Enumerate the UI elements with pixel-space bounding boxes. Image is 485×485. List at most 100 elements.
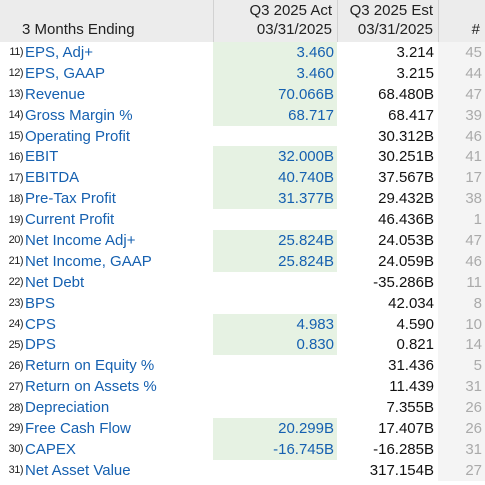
actual-value[interactable]: [213, 460, 337, 481]
estimate-count[interactable]: 31: [438, 438, 485, 460]
estimate-count[interactable]: 1: [438, 209, 485, 231]
row-label[interactable]: 12) EPS, GAAP: [0, 63, 213, 84]
table-row[interactable]: 19) Current Profit 46.436B 1: [0, 209, 485, 231]
estimate-value[interactable]: 3.215: [396, 64, 434, 82]
actual-value[interactable]: 3.460: [213, 42, 337, 63]
actual-value[interactable]: 68.717: [213, 104, 337, 126]
estimate-count[interactable]: 27: [438, 459, 485, 481]
estimate-value[interactable]: 30.251B: [378, 148, 434, 166]
row-label[interactable]: 29) Free Cash Flow: [0, 418, 213, 439]
estimate-count[interactable]: 47: [438, 230, 485, 251]
row-label[interactable]: 28) Depreciation: [0, 397, 213, 418]
row-label[interactable]: 26) Return on Equity %: [0, 355, 213, 376]
table-row[interactable]: 16) EBIT 32.000B 30.251B 41: [0, 146, 485, 168]
table-row[interactable]: 26) Return on Equity % 31.436 5: [0, 355, 485, 377]
row-label[interactable]: 19) Current Profit: [0, 209, 213, 230]
table-row[interactable]: 18) Pre-Tax Profit 31.377B 29.432B 38: [0, 188, 485, 210]
estimate-count[interactable]: 31: [438, 376, 485, 398]
actual-column-header[interactable]: Q3 2025 Act 03/31/2025: [213, 0, 337, 42]
estimate-value[interactable]: 17.407B: [378, 419, 434, 437]
estimate-value[interactable]: 31.436: [388, 357, 434, 375]
actual-value[interactable]: 40.740B: [213, 167, 337, 189]
estimate-count[interactable]: 46: [438, 125, 485, 147]
row-label[interactable]: 24) CPS: [0, 314, 213, 335]
table-row[interactable]: 24) CPS 4.983 4.590 10: [0, 313, 485, 335]
row-label[interactable]: 14) Gross Margin %: [0, 105, 213, 126]
actual-value[interactable]: 25.824B: [213, 230, 337, 251]
actual-value[interactable]: [213, 397, 337, 418]
table-row[interactable]: 20) Net Income Adj+ 25.824B 24.053B 47: [0, 230, 485, 251]
estimate-value[interactable]: 24.053B: [378, 231, 434, 249]
actual-value[interactable]: [213, 126, 337, 147]
estimate-count[interactable]: 17: [438, 167, 485, 189]
estimate-value[interactable]: -16.285B: [373, 440, 434, 458]
estimate-value[interactable]: 68.480B: [378, 85, 434, 103]
row-label[interactable]: 18) Pre-Tax Profit: [0, 188, 213, 209]
row-label[interactable]: 17) EBITDA: [0, 167, 213, 188]
actual-value[interactable]: 3.460: [213, 62, 337, 84]
actual-value[interactable]: 70.066B: [213, 83, 337, 105]
table-row[interactable]: 23) BPS 42.034 8: [0, 292, 485, 314]
estimate-count[interactable]: 8: [438, 292, 485, 314]
estimate-count[interactable]: 44: [438, 62, 485, 84]
row-label[interactable]: 30) CAPEX: [0, 439, 213, 460]
estimate-count[interactable]: 26: [438, 397, 485, 419]
table-row[interactable]: 21) Net Income, GAAP 25.824B 24.059B 46: [0, 250, 485, 272]
estimate-value[interactable]: 42.034: [388, 294, 434, 312]
actual-value[interactable]: 32.000B: [213, 146, 337, 168]
estimate-value[interactable]: 7.355B: [386, 399, 434, 417]
estimate-count[interactable]: 41: [438, 146, 485, 168]
table-row[interactable]: 11) EPS, Adj+ 3.460 3.214 45: [0, 42, 485, 63]
table-row[interactable]: 12) EPS, GAAP 3.460 3.215 44: [0, 62, 485, 84]
table-row[interactable]: 29) Free Cash Flow 20.299B 17.407B 26: [0, 418, 485, 439]
actual-value[interactable]: 0.830: [213, 334, 337, 356]
table-row[interactable]: 31) Net Asset Value 317.154B 27: [0, 459, 485, 481]
actual-value[interactable]: [213, 272, 337, 293]
table-row[interactable]: 15) Operating Profit 30.312B 46: [0, 125, 485, 147]
estimate-count[interactable]: 5: [438, 355, 485, 377]
estimate-value[interactable]: 0.821: [396, 336, 434, 354]
row-label[interactable]: 20) Net Income Adj+: [0, 230, 213, 251]
actual-value[interactable]: -16.745B: [213, 438, 337, 460]
row-label[interactable]: 23) BPS: [0, 293, 213, 314]
estimate-value[interactable]: 4.590: [396, 315, 434, 333]
actual-value[interactable]: 20.299B: [213, 418, 337, 439]
table-row[interactable]: 28) Depreciation 7.355B 26: [0, 397, 485, 419]
estimate-count[interactable]: 11: [438, 271, 485, 293]
estimate-column-header[interactable]: Q3 2025 Est 03/31/2025: [337, 0, 438, 42]
estimate-count[interactable]: 26: [438, 418, 485, 439]
actual-value[interactable]: [213, 209, 337, 230]
row-label[interactable]: 27) Return on Assets %: [0, 376, 213, 397]
actual-value[interactable]: 25.824B: [213, 250, 337, 272]
estimate-count[interactable]: 10: [438, 313, 485, 335]
actual-value[interactable]: 4.983: [213, 313, 337, 335]
row-label[interactable]: 16) EBIT: [0, 146, 213, 167]
estimate-count[interactable]: 46: [438, 250, 485, 272]
row-label[interactable]: 15) Operating Profit: [0, 126, 213, 147]
row-label[interactable]: 22) Net Debt: [0, 272, 213, 293]
table-row[interactable]: 13) Revenue 70.066B 68.480B 47: [0, 83, 485, 105]
table-row[interactable]: 22) Net Debt -35.286B 11: [0, 271, 485, 293]
estimate-value[interactable]: 68.417: [388, 106, 434, 124]
estimate-value[interactable]: 29.432B: [378, 190, 434, 208]
table-row[interactable]: 30) CAPEX -16.745B -16.285B 31: [0, 438, 485, 460]
estimate-count[interactable]: 39: [438, 104, 485, 126]
estimate-value[interactable]: 317.154B: [369, 461, 434, 479]
estimate-value[interactable]: 30.312B: [378, 127, 434, 145]
estimate-count[interactable]: 38: [438, 188, 485, 210]
estimate-value[interactable]: -35.286B: [373, 273, 434, 291]
estimate-value[interactable]: 24.059B: [378, 252, 434, 270]
table-row[interactable]: 25) DPS 0.830 0.821 14: [0, 334, 485, 356]
row-label[interactable]: 31) Net Asset Value: [0, 460, 213, 481]
row-label[interactable]: 21) Net Income, GAAP: [0, 251, 213, 272]
actual-value[interactable]: 31.377B: [213, 188, 337, 210]
row-label[interactable]: 25) DPS: [0, 334, 213, 355]
actual-value[interactable]: [213, 355, 337, 376]
actual-value[interactable]: [213, 293, 337, 314]
table-row[interactable]: 27) Return on Assets % 11.439 31: [0, 376, 485, 398]
estimate-count[interactable]: 14: [438, 334, 485, 356]
estimate-count[interactable]: 47: [438, 83, 485, 105]
table-row[interactable]: 17) EBITDA 40.740B 37.567B 17: [0, 167, 485, 189]
estimate-value[interactable]: 11.439: [389, 378, 434, 396]
actual-value[interactable]: [213, 376, 337, 397]
